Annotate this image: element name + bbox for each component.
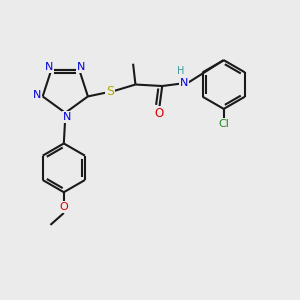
Text: N: N (77, 62, 86, 72)
Text: O: O (154, 107, 163, 120)
Text: Cl: Cl (218, 119, 229, 129)
Text: N: N (63, 112, 71, 122)
Text: N: N (179, 78, 188, 88)
Text: S: S (106, 85, 114, 98)
Text: H: H (177, 66, 184, 76)
Text: N: N (45, 62, 53, 72)
Text: N: N (33, 90, 41, 100)
Text: O: O (59, 202, 68, 212)
